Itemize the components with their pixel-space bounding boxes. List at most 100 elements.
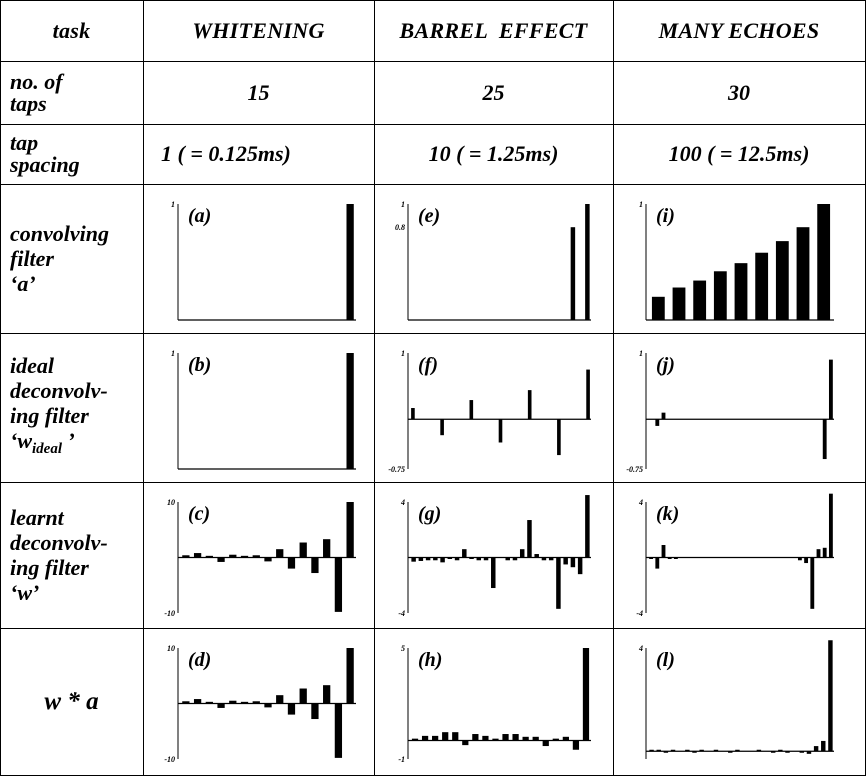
plot-k: 4 -4 (k) [628,493,838,619]
y-tick-label: 1 [401,349,405,358]
bar [276,695,284,704]
row-divider [0,333,866,334]
plot-label: (g) [418,503,441,525]
bar [311,703,319,720]
bar [252,701,260,704]
bar [796,227,810,320]
bar [469,400,474,420]
bar [512,734,519,741]
bar [775,241,789,320]
bar [527,390,532,420]
y-tick-label: -0.75 [626,465,643,474]
bar [346,502,354,558]
bar [217,557,225,562]
taps-value-whitening: 15 [247,79,270,105]
bar [527,520,532,558]
bar [323,539,331,558]
plot-h: 5 -1 (h) [390,640,595,765]
bar [667,557,672,559]
y-tick-label: -4 [636,609,643,618]
w-symbol: ‘w [10,428,32,453]
bar [655,557,660,569]
bar [462,740,469,746]
bar [570,227,576,320]
bar [586,369,590,420]
bar [440,557,445,563]
bar [556,557,561,609]
bar [821,740,826,752]
bar [661,545,666,558]
header-barrel-effect: BARREL EFFECT [399,17,588,43]
spacing-value-echoes: 100 ( = 12.5ms) [668,141,810,166]
row-label-line: ‘w’ [10,580,40,605]
plot-label: (k) [656,503,679,525]
bar [447,557,453,559]
bar [287,557,296,569]
bar [562,736,569,741]
plot-a: 1 (a) [160,196,360,326]
bar [311,557,319,574]
table-border-top [0,0,866,1]
bar [418,557,424,561]
bar [585,495,590,558]
bar [649,749,654,752]
bar [541,557,547,561]
bar [411,557,416,562]
bar [482,735,489,741]
bar [472,734,479,741]
row-label-line: convolving [10,221,109,246]
bar [816,549,821,558]
bar [822,547,827,558]
bar [229,554,237,558]
row-divider [0,628,866,629]
bar [577,557,583,575]
bar [692,751,697,753]
plot-label: (i) [656,205,675,227]
spacing-value-whitening: 1 ( = 0.125ms) [161,141,291,166]
bar [432,735,439,741]
bar [713,271,727,320]
bar [735,749,740,752]
bar [655,419,660,426]
plot-label: (h) [418,649,442,671]
bar [713,749,719,752]
bar [532,736,539,741]
bar [670,749,676,752]
bar [411,738,419,741]
y-tick-label: -1 [398,755,405,764]
bar [205,701,213,704]
bar [822,419,827,460]
bar [442,732,449,741]
bar [462,549,467,558]
column-divider [143,0,144,776]
bar [828,359,833,420]
y-tick-label: 4 [400,498,405,507]
bar [693,280,707,320]
bar [699,749,704,752]
row-divider [0,482,866,483]
bar [323,685,331,704]
bar [512,557,518,561]
bar [572,740,580,750]
bar [828,640,833,752]
bar [552,738,559,741]
bar [411,408,415,420]
bar [491,557,496,589]
bar [810,557,815,609]
bar [661,412,666,420]
bar [217,703,225,708]
bar [770,751,776,753]
header-many-echoes: MANY ECHOES [658,17,820,43]
plot-label: (a) [188,205,211,227]
y-tick-label: 4 [638,644,643,653]
bar [476,557,482,561]
bar [651,296,665,320]
ideal-subscript: ideal [32,441,62,457]
bar [656,749,661,752]
bar [346,648,354,704]
plot-c: 10 -10 (c) [160,494,360,619]
bar [252,555,260,558]
row-divider [0,61,866,62]
plot-i: 1 (i) [628,196,838,326]
bar [182,701,190,704]
